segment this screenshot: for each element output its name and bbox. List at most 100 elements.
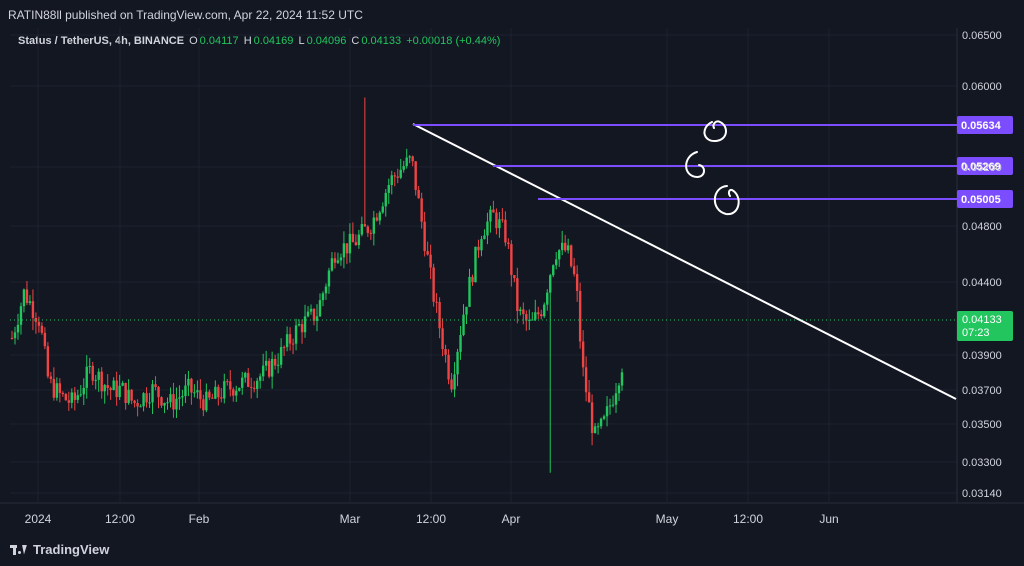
candle-body — [67, 400, 71, 403]
candle-body — [13, 332, 17, 339]
candle-body — [148, 402, 151, 404]
hand-circle-3 — [713, 185, 740, 216]
candle-body — [357, 234, 361, 246]
candle-body — [333, 258, 337, 263]
candle-body — [417, 189, 420, 199]
candle-body — [549, 275, 552, 293]
candle-body — [614, 393, 618, 405]
candle-body — [76, 395, 79, 400]
candle-body — [495, 212, 498, 229]
candle-body — [127, 389, 130, 403]
candle-body — [360, 224, 364, 235]
candle-body — [537, 312, 540, 315]
symbol-name[interactable]: Status / TetherUS, 4h, BINANCE — [18, 35, 185, 47]
candle-body — [477, 246, 480, 251]
candle-body — [501, 219, 504, 221]
candle-body — [552, 265, 555, 276]
countdown-label: 07:23 — [962, 327, 990, 339]
level-badge-label: 0.05634 — [961, 120, 1002, 132]
candle-body — [115, 380, 118, 398]
candle-body — [513, 275, 516, 279]
candle-body — [327, 270, 331, 287]
candle-body — [336, 260, 340, 263]
candle-body — [351, 233, 355, 243]
candle-body — [121, 382, 124, 386]
candle-body — [267, 360, 271, 377]
level-badge-bg — [957, 190, 1013, 208]
candle-body — [61, 392, 65, 395]
close-label: C — [351, 35, 360, 47]
candle-body — [193, 392, 196, 394]
tradingview-logo[interactable]: TradingView — [10, 542, 109, 557]
candle-body — [253, 387, 256, 389]
price-tick-label: 0.05200 — [962, 162, 1002, 174]
candle-body — [402, 166, 405, 170]
candle-body — [423, 221, 426, 252]
candle-body — [438, 302, 441, 329]
candle-body — [217, 386, 220, 398]
high-value: 0.04169 — [253, 35, 294, 47]
candle-body — [480, 239, 483, 251]
candle-body — [450, 379, 453, 390]
candle-body — [369, 232, 373, 234]
candle-body — [73, 392, 76, 400]
open-value: 0.04117 — [199, 35, 239, 47]
candle-body — [22, 289, 26, 307]
candle-body — [471, 276, 474, 283]
candle-body — [118, 385, 121, 398]
candle-body — [543, 304, 546, 317]
tradingview-logo-icon — [10, 544, 28, 555]
candle-body — [426, 251, 429, 255]
candle-body — [19, 306, 23, 325]
candle-body — [157, 386, 160, 398]
candle-body — [435, 301, 438, 303]
candle-body — [429, 254, 432, 268]
candle-body — [486, 221, 489, 236]
candle-body — [91, 365, 94, 381]
candle-body — [103, 385, 106, 392]
candle-body — [578, 290, 582, 342]
candle-body — [276, 364, 280, 366]
candle-body — [387, 185, 390, 193]
candle-body — [498, 219, 501, 229]
candle-body — [432, 267, 435, 302]
chart-header: RATIN88ll published on TradingView.com, … — [0, 0, 1024, 28]
candle-body — [587, 392, 591, 403]
candle-body — [566, 245, 570, 251]
candle-body — [184, 385, 187, 397]
level-price-badge: 0.05269 — [957, 157, 1013, 175]
downtrend-line — [412, 123, 957, 400]
time-tick-label: 2024 — [25, 512, 52, 526]
candle-body — [468, 276, 471, 307]
level-badge-label: 0.05005 — [961, 194, 1001, 206]
candle-body — [97, 371, 100, 380]
price-tick-label: 0.03700 — [962, 385, 1002, 397]
candle-body — [178, 397, 181, 399]
candle-body — [318, 300, 322, 317]
candle-body — [555, 259, 558, 266]
candle-body — [175, 398, 178, 410]
candle-body — [605, 406, 609, 417]
candle-body — [408, 156, 411, 158]
candle-body — [25, 289, 29, 303]
candle-body — [309, 308, 313, 312]
open-label: O — [189, 35, 198, 47]
candle-body — [270, 359, 274, 377]
price-chart[interactable]: 0.05634 0.05269 0.05005 0.06500 0.06000 0.052… — [0, 0, 1024, 530]
candle-body — [142, 393, 145, 407]
candle-body — [483, 235, 486, 240]
candle-body — [558, 250, 561, 260]
candle-body — [581, 341, 585, 368]
time-axis: 2024 12:00 Feb Mar 12:00 Apr May 12:00 Jun — [25, 512, 839, 526]
last-price-badge-bg — [957, 311, 1013, 341]
level-badge-label: 0.05269 — [961, 161, 1001, 173]
low-label: L — [298, 35, 305, 47]
candle-body — [70, 392, 74, 403]
candle-body — [58, 383, 62, 393]
candle-body — [560, 242, 564, 251]
candle-body — [85, 366, 88, 388]
time-tick-label: 12:00 — [105, 512, 135, 526]
hand-drawn-circles — [685, 120, 740, 216]
candle-body — [187, 378, 190, 386]
candle-body — [324, 286, 328, 294]
